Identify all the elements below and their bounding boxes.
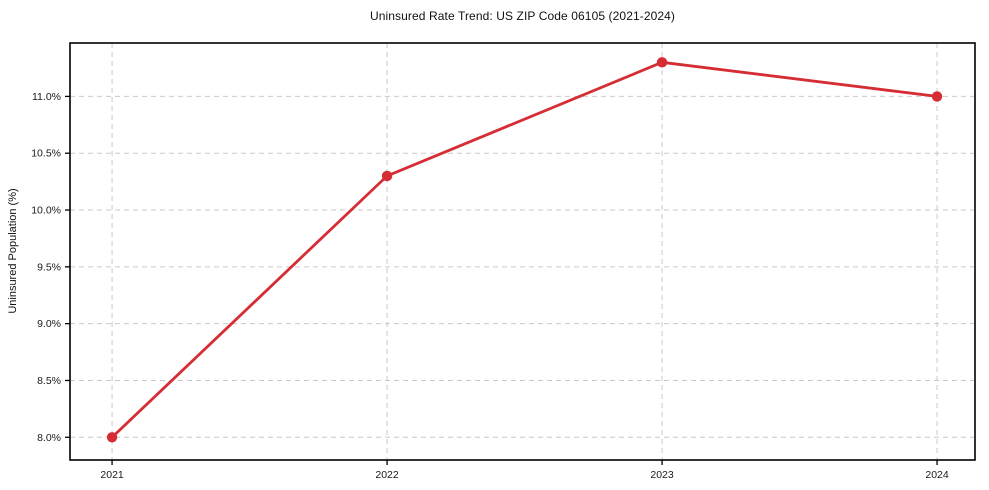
y-tick-label: 8.5% [37,375,61,387]
y-tick-label: 10.5% [31,148,61,160]
trend-line [110,60,939,439]
x-tick-label: 2022 [375,469,399,481]
y-tick-label: 8.0% [37,432,61,444]
y-tick-label: 10.0% [31,205,61,217]
chart-title: Uninsured Rate Trend: US ZIP Code 06105 … [369,9,676,23]
data-point [931,91,943,102]
x-tick-label: 2023 [650,469,674,481]
x-tick-label: 2024 [925,469,949,481]
y-tick-label: 11.0% [32,91,61,103]
y-tick-label: 9.5% [37,261,61,273]
data-point [381,170,393,182]
plot-border [69,42,976,461]
data-point [656,57,668,68]
data-point [106,432,118,443]
y-tick-label: 9.0% [37,318,61,330]
x-tick-label: 2021 [100,469,124,481]
